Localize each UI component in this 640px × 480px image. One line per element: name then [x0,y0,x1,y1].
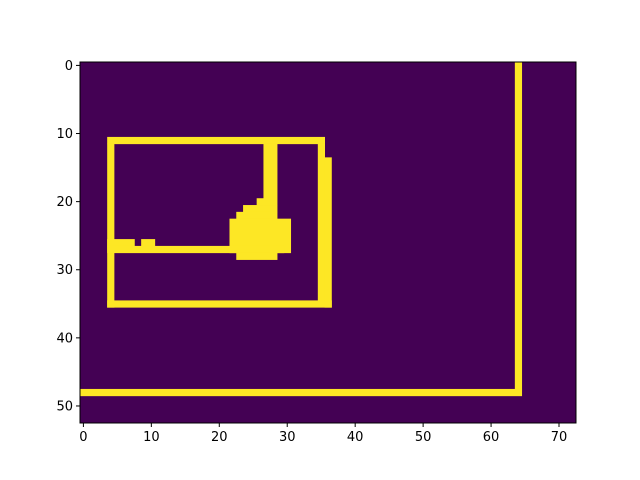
y-tick-label: 30 [56,263,73,278]
heatmap-cell [141,239,156,247]
heatmap-cell [263,143,278,206]
y-tick-label: 0 [65,59,73,74]
x-tick-label: 70 [551,430,568,445]
y-axis: 0 10 20 30 40 50 [56,59,80,414]
heatmap-cell [256,198,271,206]
y-tick-label: 20 [56,195,73,210]
heatmap-cell [107,300,332,308]
x-tick-label: 0 [79,430,87,445]
x-tick-label: 50 [415,430,432,445]
y-tick-label: 10 [56,127,73,142]
axes-frame [79,61,577,424]
heatmap-cell [107,239,135,247]
x-tick-label: 10 [143,430,160,445]
heatmap-cell [514,62,523,390]
heatmap-cell [107,245,285,254]
y-tick-label: 50 [56,399,73,414]
x-tick-label: 30 [279,430,296,445]
heatmap-cell [107,143,115,308]
x-axis: 0 10 20 30 40 50 60 70 [79,423,567,445]
heatmap-cell [107,136,326,145]
y-tick-label: 40 [56,331,73,346]
heatmap-cells [80,62,523,397]
heatmap-cell [317,143,325,301]
plot-area [79,61,577,424]
x-tick-label: 40 [347,430,364,445]
heatmap-cell [236,211,278,220]
heatmap-cell [236,252,278,260]
heatmap-cell [243,205,278,213]
x-tick-label: 60 [483,430,500,445]
x-tick-label: 20 [211,430,228,445]
heatmap-cell [324,157,332,308]
heatmap-cell [80,388,523,397]
